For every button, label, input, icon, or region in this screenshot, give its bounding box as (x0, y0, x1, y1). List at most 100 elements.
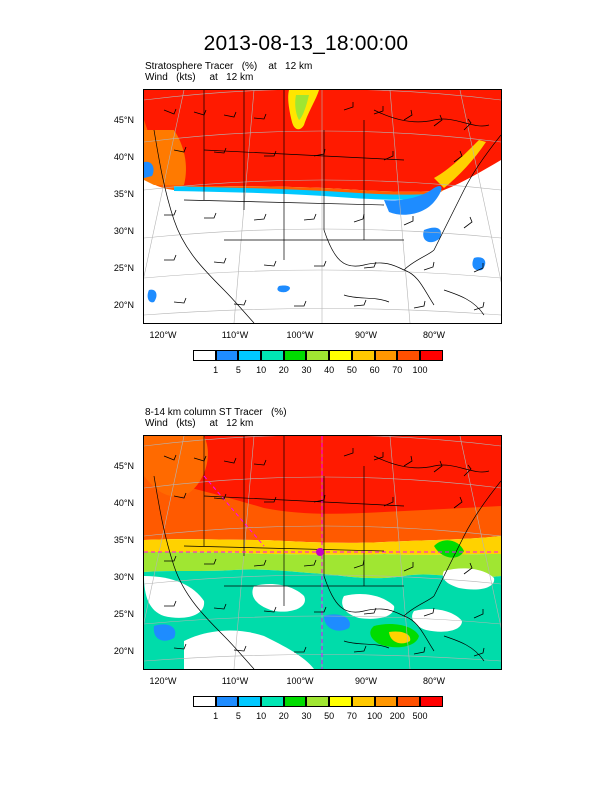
panel1-lat-label: 40°N (113, 152, 134, 162)
colorbar-label: 50 (346, 365, 357, 375)
colorbar-label: 60 (369, 365, 380, 375)
colorbar-swatch (419, 696, 443, 707)
colorbar-swatch (261, 696, 284, 707)
colorbar-swatch (419, 350, 443, 361)
panel1-lat-label: 35°N (113, 189, 134, 199)
colorbar-label: 10 (256, 365, 267, 375)
panel2-lon-label: 110°W (221, 676, 249, 686)
colorbar-label: 1 (213, 711, 219, 721)
panel2-lat-label: 40°N (113, 498, 134, 508)
panel2-lon-label: 90°W (354, 676, 378, 686)
panel2-field-white2 (184, 630, 314, 669)
panel2-field-blue1 (153, 624, 176, 641)
panel2-lon-label: 120°W (149, 676, 177, 686)
panel2-lat-label: 20°N (113, 646, 134, 656)
colorbar-swatch (351, 350, 375, 361)
colorbar-swatch (283, 350, 307, 361)
colorbar-label: 200 (389, 711, 405, 721)
panel1-lon-label: 80°W (422, 330, 446, 340)
colorbar-label: 1 (213, 365, 219, 375)
panel2-field-yellow2 (389, 631, 411, 644)
colorbar-swatch (351, 696, 375, 707)
panel2-wind-barbs (163, 448, 485, 657)
panel1-map-svg (144, 90, 501, 323)
colorbar-swatch (193, 350, 216, 361)
panel2-lon-label: 80°W (422, 676, 446, 686)
panel2-field-green3 (434, 540, 464, 558)
figure-title: 2013-08-13_18:00:00 (203, 32, 409, 55)
panel2-map (143, 435, 502, 670)
panel2-lat-label: 25°N (113, 609, 134, 619)
panel1-coastlines (153, 90, 501, 323)
panel2-field-white1 (144, 576, 205, 618)
panel2-site-marker (316, 548, 324, 556)
panel1-graticule (144, 90, 501, 323)
colorbar-label: 50 (324, 711, 335, 721)
colorbar-label: 20 (278, 365, 289, 375)
panel1-field-blue-patch1 (423, 227, 442, 243)
colorbar-label: 5 (235, 711, 241, 721)
colorbar-label: 100 (412, 365, 428, 375)
panel1-lon-label: 90°W (354, 330, 378, 340)
panel1-lat-label: 20°N (113, 300, 134, 310)
colorbar-swatch (215, 696, 239, 707)
panel1-lat-label: 25°N (113, 263, 134, 273)
colorbar-label: 100 (367, 711, 383, 721)
panel2-lat-label: 30°N (113, 572, 134, 582)
panel2-field-blue2 (324, 614, 350, 631)
panel2-field-white6 (442, 568, 495, 590)
colorbar-swatch (215, 350, 239, 361)
colorbar-swatch (283, 696, 307, 707)
colorbar-label: 10 (256, 711, 267, 721)
panel1-wind-barbs (163, 102, 485, 311)
panel1-map (143, 89, 502, 324)
colorbar-swatch (261, 350, 284, 361)
colorbar-label: 500 (412, 711, 428, 721)
panel2-field-orange2 (144, 436, 208, 497)
panel2-field-title: 8-14 km column ST Tracer (%) (145, 407, 287, 418)
colorbar-swatch (238, 350, 262, 361)
panel2-field-white5 (412, 609, 462, 632)
colorbar-label: 70 (392, 365, 403, 375)
panel1-field-cyan (174, 186, 429, 200)
panel1-field-blue-coast (384, 185, 442, 215)
colorbar-label: 20 (278, 711, 289, 721)
panel1-colorbar (193, 350, 443, 362)
panel2-field-white4 (342, 594, 395, 619)
panel1-lon-label: 110°W (221, 330, 249, 340)
panel2-field-white3 (252, 584, 305, 612)
panel2-lon-label: 100°W (286, 676, 314, 686)
colorbar-swatch (397, 350, 420, 361)
panel2-lat-label: 45°N (113, 461, 134, 471)
colorbar-swatch (329, 696, 352, 707)
panel2-header: 8-14 km column ST Tracer (%) Wind (kts) … (145, 407, 287, 429)
panel1-lat-label: 45°N (113, 115, 134, 125)
panel1-lon-label: 100°W (286, 330, 314, 340)
panel2-map-svg (144, 436, 501, 669)
panel1-lon-label: 120°W (149, 330, 177, 340)
panel1-field-blue-patch2 (472, 257, 486, 271)
colorbar-label: 70 (346, 711, 357, 721)
panel1-field-blue-patch3 (147, 289, 157, 303)
colorbar-swatch (397, 696, 420, 707)
colorbar-swatch (306, 350, 330, 361)
panel1-field-orange-west (144, 130, 186, 185)
colorbar-swatch (374, 696, 398, 707)
panel2-wind-title: Wind (kts) at 12 km (145, 418, 254, 429)
panel1-lat-label: 30°N (113, 226, 134, 236)
colorbar-swatch (238, 696, 262, 707)
colorbar-label: 40 (324, 365, 335, 375)
colorbar-swatch (374, 350, 398, 361)
colorbar-swatch (306, 696, 330, 707)
panel1-field-title: Stratosphere Tracer (%) at 12 km (145, 61, 313, 72)
panel2-lat-label: 35°N (113, 535, 134, 545)
panel2-colorbar (193, 696, 443, 708)
panel1-wind-title: Wind (kts) at 12 km (145, 72, 254, 83)
panel1-field-blue-patch5 (144, 161, 154, 178)
panel1-field-green (295, 95, 309, 120)
panel1-field-blue-patch4 (277, 285, 290, 293)
colorbar-label: 30 (301, 365, 312, 375)
panel2-field-yellow (144, 536, 501, 555)
panel2-field-orange (144, 476, 501, 543)
colorbar-swatch (329, 350, 352, 361)
